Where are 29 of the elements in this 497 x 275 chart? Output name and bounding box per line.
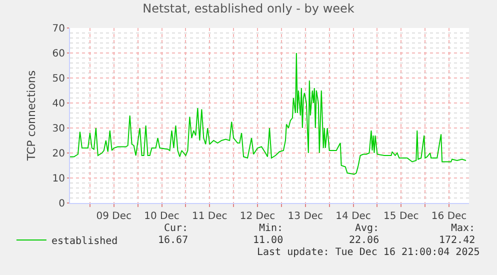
y-tick-label: 70 xyxy=(52,24,65,34)
text: 22.06 xyxy=(349,235,380,246)
chart-title: Netstat, established only - by week xyxy=(142,1,354,16)
y-tick-label: 30 xyxy=(52,124,65,134)
x-tick-label: 13 Dec xyxy=(288,211,324,222)
y-tick-label: 0 xyxy=(58,198,65,210)
text: Min: xyxy=(259,223,284,234)
y-tick-label: 60 xyxy=(52,48,65,60)
text: 16.67 xyxy=(158,235,188,246)
x-tick-label: 14 Dec xyxy=(336,211,371,222)
x-tick-label: 15 Dec xyxy=(384,211,419,222)
text: 172.42 xyxy=(439,235,476,246)
text: Cur: xyxy=(164,223,188,234)
text: Last update: Tue Dec 16 21:00:04 2025 xyxy=(257,247,480,258)
x-tick-label: 10 Dec xyxy=(144,211,180,222)
x-tick-label: 11 Dec xyxy=(192,211,228,222)
line-series xyxy=(70,52,467,175)
y-axis-title: TCP connections xyxy=(24,70,38,162)
legend-label: established xyxy=(51,236,118,247)
text: Max: xyxy=(451,223,476,234)
x-tick-label: 12 Dec xyxy=(240,211,276,222)
text: 11.00 xyxy=(253,235,284,246)
y-tick-label: 20 xyxy=(52,148,65,160)
text: Avg: xyxy=(355,223,380,234)
y-tick-label: 40 xyxy=(52,98,65,110)
x-tick-label: 09 Dec xyxy=(96,211,132,222)
y-tick-label: 50 xyxy=(52,74,65,84)
x-tick-label: 16 Dec xyxy=(431,211,467,222)
y-tick-label: 10 xyxy=(52,174,65,184)
